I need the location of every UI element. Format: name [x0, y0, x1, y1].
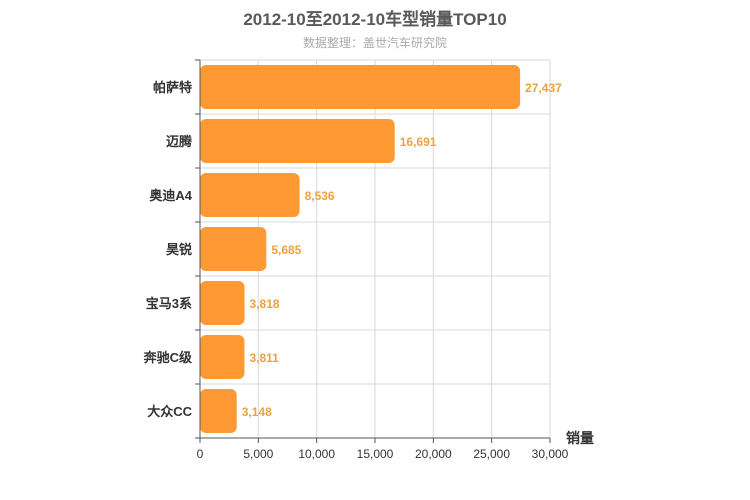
category-label: 奔驰C级	[143, 350, 193, 365]
data-label: 16,691	[400, 135, 437, 149]
bar[interactable]	[200, 227, 267, 271]
data-label: 3,818	[250, 297, 280, 311]
x-tick-label: 10,000	[298, 447, 335, 461]
x-tick-label: 5,000	[243, 447, 273, 461]
data-label: 27,437	[525, 81, 562, 95]
data-label: 5,685	[271, 243, 301, 257]
category-label: 宝马3系	[146, 296, 192, 311]
data-label: 8,536	[305, 189, 335, 203]
data-label: 3,811	[249, 351, 279, 365]
bars-group: 27,437 16,691 8,536 5,685 3,818 3,811 3,148	[200, 65, 562, 433]
category-label: 帕萨特	[153, 80, 192, 95]
data-label: 3,148	[242, 405, 272, 419]
bar[interactable]	[200, 119, 395, 163]
bar[interactable]	[200, 173, 300, 217]
x-tick-label: 20,000	[415, 447, 452, 461]
x-tick-label: 15,000	[357, 447, 394, 461]
category-label: 昊锐	[166, 242, 192, 257]
bar[interactable]	[200, 389, 237, 433]
category-label: 奥迪A4	[149, 188, 192, 203]
x-axis-title: 销量	[566, 430, 594, 446]
bar[interactable]	[200, 281, 245, 325]
chart-subtitle: 数据整理：盖世汽车研究院	[302, 36, 447, 50]
x-tick-label: 30,000	[532, 447, 569, 461]
x-tick-label: 0	[197, 447, 204, 461]
x-tick-label: 25,000	[473, 447, 510, 461]
bar[interactable]	[200, 335, 245, 379]
category-label: 迈腾	[166, 134, 193, 149]
chart-title: 2012-10至2012-10车型销量TOP10	[243, 10, 507, 29]
bar[interactable]	[200, 65, 521, 109]
category-label: 大众CC	[147, 404, 192, 419]
